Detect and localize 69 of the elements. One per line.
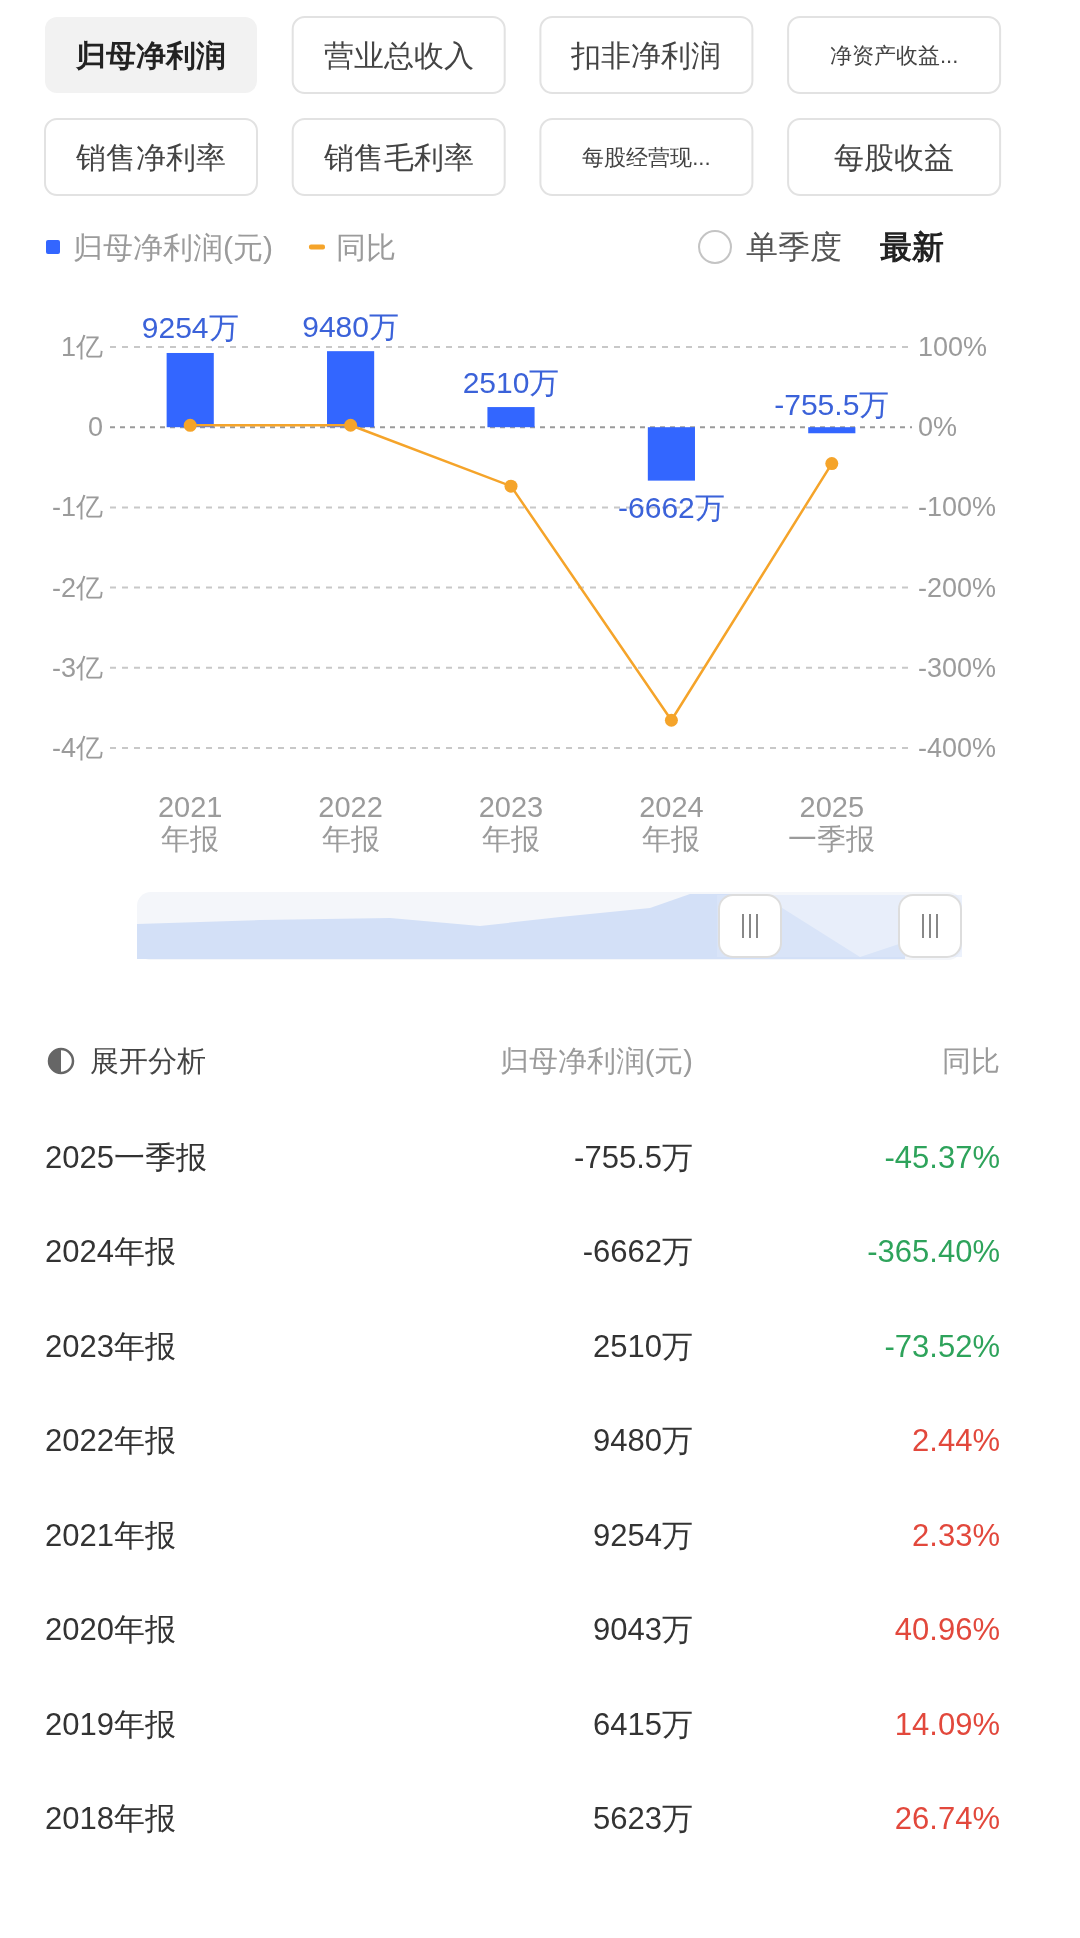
y-tick-label: -3亿 — [51, 652, 103, 683]
data-label: -365.40% — [867, 1234, 1000, 1269]
y-tick-label: 2019年报 — [45, 1706, 176, 1742]
tab: 归母净利润 — [45, 17, 257, 93]
y-tick-label: -4亿 — [51, 733, 103, 763]
data-label: 6415万 — [593, 1706, 693, 1742]
y-tick-label: 2020年报 — [45, 1612, 176, 1647]
data-label: 5623万 — [593, 1801, 693, 1836]
y-tick-label: 2024年报 — [45, 1234, 176, 1269]
y2-tick-label: -200% — [918, 572, 997, 603]
legend-label: 同比 — [335, 230, 396, 264]
y2-tick-label: -300% — [918, 652, 997, 683]
legend-label: 归母净利润(元) — [73, 230, 273, 264]
y2-tick-label: 0% — [918, 412, 958, 443]
data-label: 2510万 — [593, 1328, 693, 1364]
tab: 销售毛利率 — [291, 118, 506, 196]
x-tick-label: 2024 年报 — [639, 791, 704, 855]
tab: 每股经营现... — [539, 118, 754, 196]
y-tick-label: -2亿 — [51, 572, 103, 603]
bar — [647, 427, 695, 481]
bar — [487, 407, 535, 428]
y-tick-label: 2023年报 — [45, 1328, 176, 1364]
annotation: 2510万 — [462, 365, 560, 399]
data-label: 2.33% — [912, 1517, 1000, 1553]
tab: 每股收益 — [787, 118, 1002, 196]
text: 最新 — [880, 229, 944, 265]
y-tick-label: 2025一季报 — [45, 1139, 207, 1175]
x-tick-label: 2025 一季报 — [788, 791, 876, 855]
y-tick-label: -1亿 — [51, 492, 103, 523]
x-tick-label: 2023 年报 — [478, 791, 544, 855]
tab: 营业总收入 — [291, 16, 506, 94]
y-tick-label: 2021年报 — [45, 1517, 176, 1553]
point — [664, 713, 678, 727]
tab: 销售净利率 — [44, 118, 258, 196]
annotation: -755.5万 — [774, 387, 890, 421]
data-label: 2.44% — [912, 1423, 1000, 1458]
point — [344, 418, 358, 432]
y2-tick-label: -100% — [918, 492, 997, 523]
bar — [808, 427, 856, 434]
y2-tick-label: 100% — [918, 332, 988, 362]
data-label: 26.74% — [894, 1801, 1000, 1836]
point — [183, 418, 197, 432]
bar — [166, 352, 214, 428]
data-label: 9480万 — [593, 1423, 693, 1458]
y-tick-label: 0 — [87, 412, 103, 443]
annotation: 9254万 — [141, 311, 239, 345]
point — [825, 457, 839, 471]
y-tick-label: 1亿 — [60, 332, 103, 362]
data-label: -45.37% — [884, 1139, 1000, 1175]
annotation: 9480万 — [302, 309, 399, 343]
y-tick-label: 2018年报 — [45, 1801, 176, 1836]
data-label: -755.5万 — [574, 1139, 693, 1175]
tab: 净资产收益... — [787, 16, 1002, 94]
data-label: 14.09% — [894, 1706, 1000, 1742]
text: 展开分析 — [90, 1045, 206, 1077]
annotation: -6662万 — [618, 491, 725, 525]
y2-tick-label: -400% — [918, 733, 997, 763]
data-label: 9043万 — [593, 1612, 693, 1647]
data-label: -6662万 — [582, 1234, 693, 1269]
data-label: 9254万 — [593, 1517, 693, 1553]
y-tick-label: 2022年报 — [45, 1423, 176, 1458]
tab: 扣非净利润 — [539, 16, 754, 94]
point — [504, 479, 518, 493]
text: 单季度 — [746, 229, 842, 265]
data-label: -73.52% — [884, 1328, 1000, 1364]
x-tick-label: 2022 年报 — [318, 791, 383, 855]
x-tick-label: 2021 年报 — [157, 791, 223, 855]
bar — [327, 351, 375, 428]
data-label: 40.96% — [894, 1612, 1000, 1647]
